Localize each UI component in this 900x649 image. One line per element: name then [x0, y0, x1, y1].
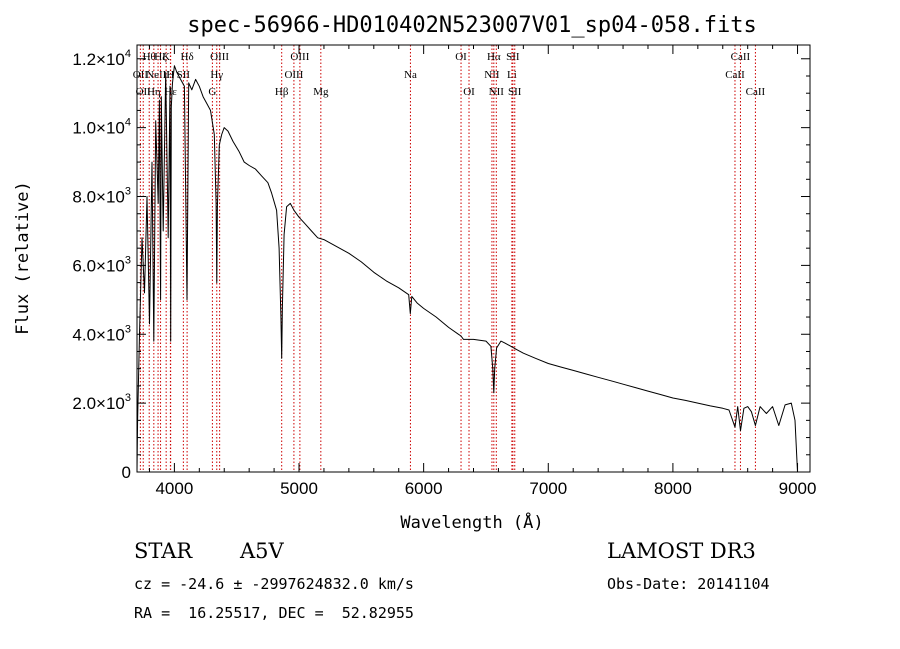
line-marker-label: Hγ — [210, 69, 223, 81]
y-tick-label: 2.0×103 — [72, 392, 131, 413]
x-tick-label: 4000 — [155, 479, 193, 498]
line-marker-label: Hδ — [181, 51, 194, 63]
y-tick-label: 1.0×104 — [72, 117, 131, 138]
y-tick-exponent: 3 — [125, 323, 131, 335]
line-marker-label: Hζ — [154, 51, 167, 63]
x-axis-label: Wavelength (Å) — [400, 511, 543, 533]
chart-title: spec-56966-HD010402N523007V01_sp04-058.f… — [187, 13, 757, 38]
line-marker-label: Na — [404, 69, 417, 81]
axis-ticks: 4000 5000 6000 7000 8000 900002.0×1034.0×1036… — [72, 45, 816, 498]
y-tick-label: 8.0×103 — [72, 186, 131, 207]
spectrum-line — [136, 65, 798, 473]
object-class: STAR — [134, 539, 193, 563]
y-tick-mantissa: 1.0×10 — [72, 119, 124, 138]
line-marker-label: OIII — [210, 51, 229, 63]
line-marker-label: Mg — [313, 86, 329, 98]
y-tick-exponent: 4 — [125, 48, 131, 60]
line-marker-label: NeIII — [146, 69, 170, 81]
line-marker-label: K — [162, 51, 170, 63]
object-subclass: A5V — [240, 539, 284, 563]
y-tick-exponent: 3 — [125, 254, 131, 266]
y-axis-label: Flux (relative) — [13, 181, 33, 335]
y-tick-label: 0 — [122, 463, 131, 482]
y-tick-exponent: 3 — [125, 186, 131, 198]
line-marker-label: SII — [508, 86, 522, 98]
y-tick-mantissa: 6.0×10 — [72, 256, 124, 275]
x-tick-label: 9000 — [779, 479, 817, 498]
line-marker-label: NII — [484, 69, 500, 81]
x-tick-label: 6000 — [405, 479, 443, 498]
plot-frame — [136, 44, 811, 473]
line-marker-label: Hβ — [275, 86, 289, 98]
y-tick-mantissa: 1.2×10 — [72, 50, 124, 69]
line-marker-label: Hθ — [143, 51, 156, 63]
line-marker-label: OI — [455, 51, 467, 63]
line-marker-label: H — [166, 69, 174, 81]
line-marker-label: SII — [506, 51, 520, 63]
x-tick-label: 7000 — [529, 479, 567, 498]
y-tick-mantissa: 0 — [122, 463, 131, 482]
line-marker-label: CaII — [746, 86, 766, 98]
redshift-text: cz = -24.6 ± -2997624832.0 km/s — [134, 575, 414, 593]
coordinates: RA = 16.25517, DEC = 52.82955 — [134, 604, 414, 622]
line-marker-label: CaII — [725, 69, 745, 81]
y-tick-exponent: 3 — [125, 392, 131, 404]
spectrum-series — [136, 65, 798, 473]
line-marker-label: OIII — [290, 51, 309, 63]
line-marker-label: Hη — [147, 86, 161, 98]
x-tick-label: 5000 — [280, 479, 318, 498]
line-marker-label: OI — [463, 86, 475, 98]
y-tick-mantissa: 4.0×10 — [72, 325, 124, 344]
line-marker-label: OII — [136, 86, 152, 98]
line-marker-label: NII — [489, 86, 505, 98]
y-tick-mantissa: 8.0×10 — [72, 188, 124, 207]
line-marker-label: G — [208, 86, 216, 98]
y-tick-label: 6.0×103 — [72, 254, 131, 275]
x-tick-label: 8000 — [654, 479, 692, 498]
line-marker-label: Li — [507, 69, 517, 81]
y-tick-mantissa: 2.0×10 — [72, 394, 124, 413]
y-tick-label: 4.0×103 — [72, 323, 131, 344]
line-marker-label: Hα — [487, 51, 501, 63]
line-marker-label: OIII — [284, 69, 303, 81]
obs-date: Obs-Date: 20141104 — [607, 575, 770, 593]
y-tick-label: 1.2×104 — [72, 48, 131, 69]
line-marker-label: CaII — [731, 51, 751, 63]
survey-name: LAMOST DR3 — [607, 539, 756, 563]
y-tick-exponent: 4 — [125, 117, 131, 129]
